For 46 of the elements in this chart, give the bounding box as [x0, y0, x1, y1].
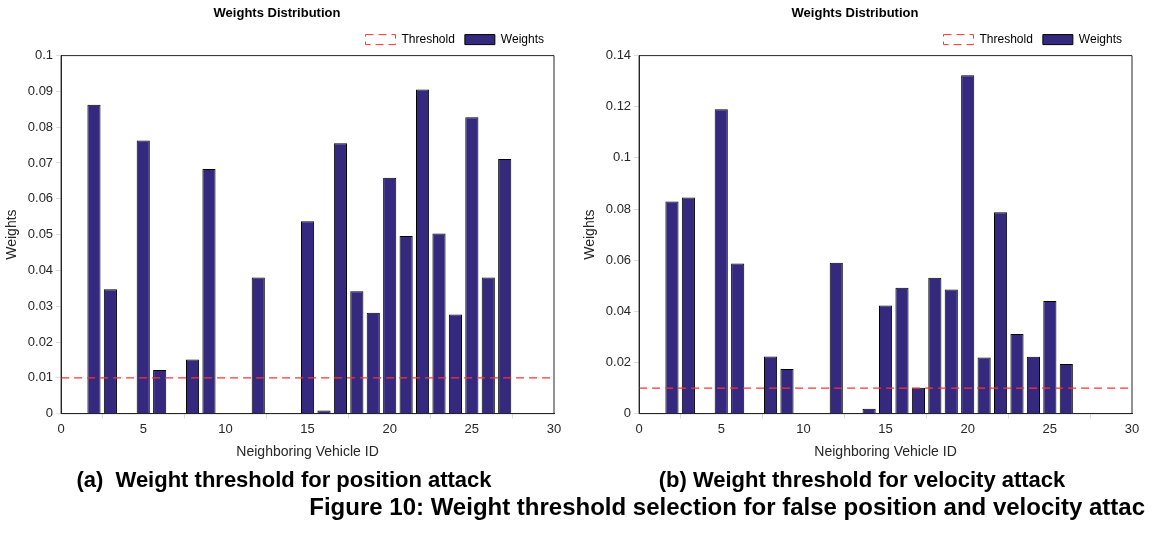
y-tick-label: 0.02	[605, 354, 632, 370]
y-tick-label: 0.12	[605, 98, 632, 114]
y-tick-label: 0.06	[605, 251, 632, 267]
x-tick-label: 5	[717, 420, 725, 436]
x-tick-label: 0	[57, 420, 65, 436]
x-axis-title: Neighboring Vehicle ID	[814, 443, 957, 460]
y-tick-label: 0	[623, 405, 632, 421]
legend-label: Threshold	[979, 31, 1033, 46]
legend-label: Weights	[500, 31, 545, 46]
y-tick-label: 0.04	[605, 302, 632, 318]
y-tick-label: 0.08	[27, 118, 54, 134]
y-tick-label: 0.14	[605, 47, 632, 63]
x-axis-title: Neighboring Vehicle ID	[236, 443, 379, 460]
legend-label: Weights	[1078, 31, 1123, 46]
y-tick-label: 0.02	[27, 333, 54, 349]
x-tick-label: 25	[1042, 420, 1058, 436]
y-tick-label: 0.07	[27, 154, 54, 170]
y-tick-label: 0.06	[27, 190, 54, 206]
y-tick-label: 0.05	[27, 226, 54, 242]
x-tick-label: 0	[635, 420, 643, 436]
x-tick-label: 25	[464, 420, 480, 436]
chart-title: Weights Distribution	[213, 5, 341, 21]
x-tick-label: 10	[218, 420, 233, 436]
y-tick-label: 0.04	[27, 261, 54, 277]
x-tick-label: 20	[960, 420, 975, 436]
chart-title: Weights Distribution	[791, 5, 919, 21]
legend-label: Threshold	[401, 31, 455, 46]
y-axis-title: Weights	[581, 209, 598, 260]
y-axis-title: Weights	[3, 209, 20, 260]
y-tick-label: 0.09	[27, 82, 54, 98]
y-tick-label: 0.01	[27, 369, 54, 385]
x-tick-label: 15	[878, 420, 893, 436]
y-tick-label: 0	[45, 405, 54, 421]
caption: Figure 10: Weight threshold selection for false position and velocity attac	[308, 493, 1146, 521]
x-tick-label: 30	[1124, 420, 1140, 436]
text: (b) Weight threshold for velocity attack	[657, 467, 1067, 493]
text: (a) Weight threshold for position attack	[75, 467, 493, 493]
x-tick-label: 10	[796, 420, 811, 436]
x-tick-label: 20	[382, 420, 397, 436]
y-tick-label: 0.03	[27, 297, 54, 313]
x-tick-label: 30	[546, 420, 562, 436]
y-tick-label: 0.1	[613, 149, 632, 165]
y-tick-label: 0.1	[35, 47, 54, 63]
y-tick-label: 0.08	[605, 200, 632, 216]
x-tick-label: 15	[300, 420, 315, 436]
x-tick-label: 5	[139, 420, 147, 436]
